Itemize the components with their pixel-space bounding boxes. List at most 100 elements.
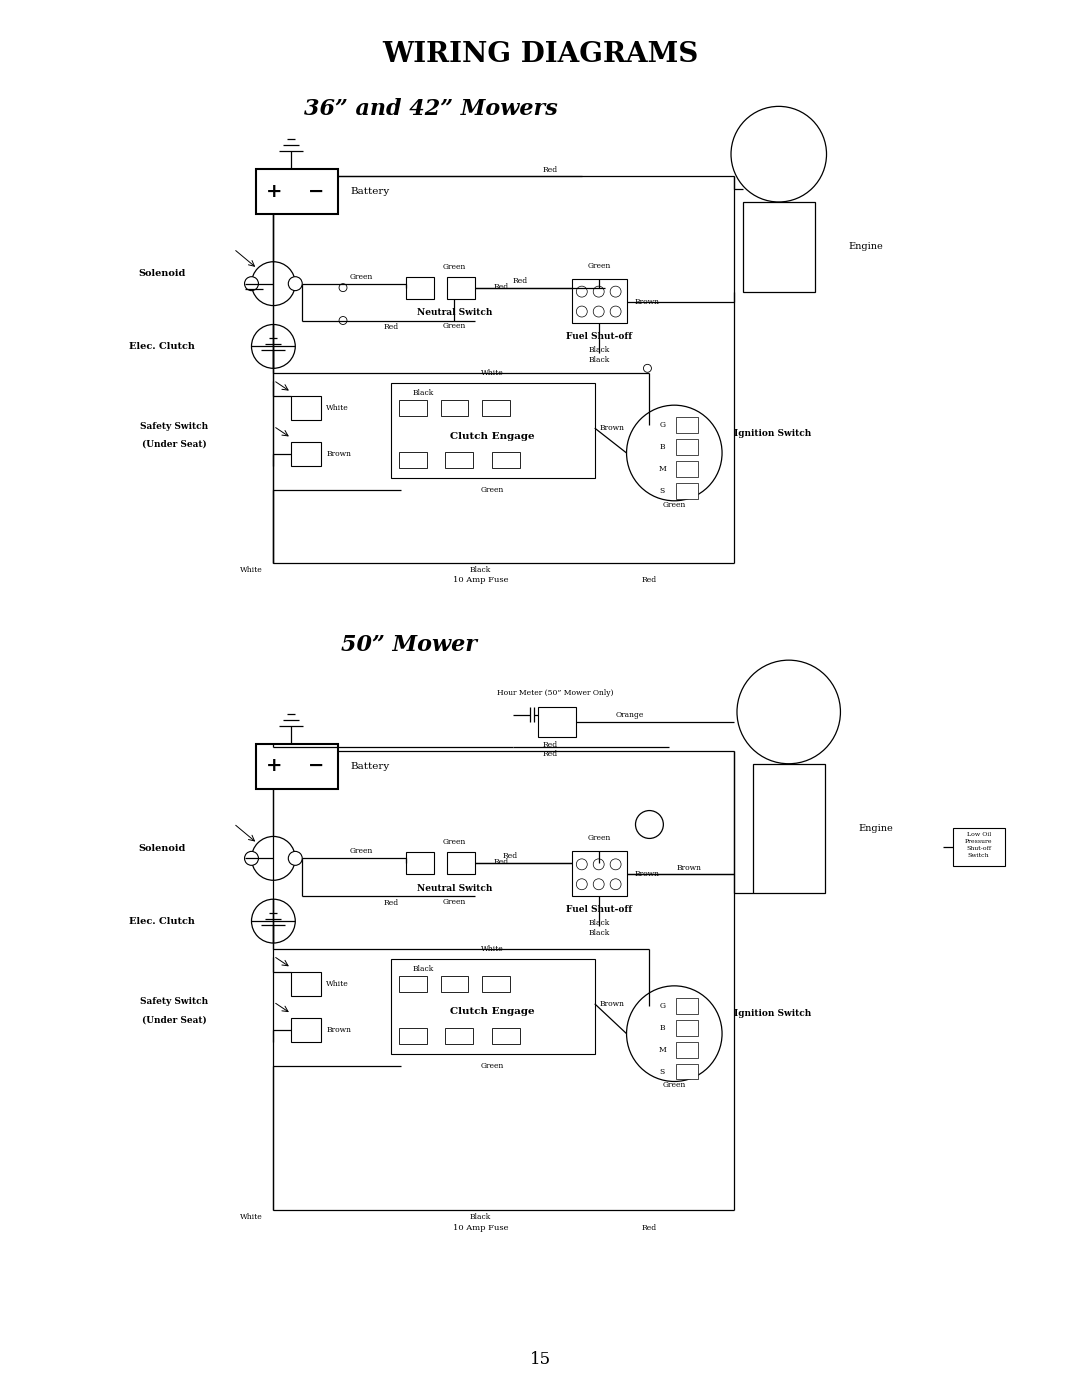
Text: White: White	[482, 944, 504, 953]
Text: G: G	[660, 1002, 665, 1010]
Text: −: −	[308, 183, 324, 201]
Text: Safety Switch: Safety Switch	[139, 422, 208, 430]
Text: +: +	[266, 757, 283, 775]
Text: Black: Black	[413, 965, 434, 972]
Text: Green: Green	[588, 834, 611, 842]
Bar	[447, 277, 475, 299]
Bar	[447, 852, 475, 875]
Text: 50” Mower: 50” Mower	[341, 634, 477, 657]
Circle shape	[593, 286, 604, 298]
Text: B: B	[660, 1024, 665, 1032]
Bar	[399, 1028, 427, 1044]
Text: Green: Green	[443, 263, 467, 271]
Text: Brown: Brown	[635, 298, 660, 306]
Text: (Under Seat): (Under Seat)	[141, 1016, 206, 1024]
Text: White: White	[326, 404, 349, 412]
Text: Elec. Clutch: Elec. Clutch	[129, 916, 194, 926]
Circle shape	[610, 286, 621, 298]
Text: Engine: Engine	[849, 242, 883, 251]
Bar	[483, 977, 510, 992]
Text: S: S	[660, 1067, 665, 1076]
Text: Orange: Orange	[616, 711, 644, 719]
Bar	[483, 400, 510, 416]
Bar	[571, 851, 626, 897]
Text: +: +	[266, 183, 283, 201]
Text: 36” and 42” Mowers: 36” and 42” Mowers	[303, 98, 557, 120]
Text: Switch: Switch	[968, 854, 989, 858]
Text: G: G	[660, 420, 665, 429]
Text: Red: Red	[542, 750, 557, 757]
Bar	[399, 453, 427, 468]
Text: Neutral Switch: Neutral Switch	[417, 309, 492, 317]
Bar	[676, 1042, 698, 1058]
Text: Red: Red	[502, 852, 517, 861]
Bar	[441, 400, 469, 416]
Text: Brown: Brown	[326, 450, 351, 458]
Text: 10 Amp Fuse: 10 Amp Fuse	[453, 1224, 508, 1232]
Circle shape	[635, 810, 663, 838]
Text: Green: Green	[443, 323, 467, 331]
Text: Red: Red	[494, 282, 509, 291]
Circle shape	[244, 851, 258, 865]
Text: Brown: Brown	[677, 865, 702, 872]
Bar	[292, 441, 321, 467]
Text: Red: Red	[383, 900, 399, 907]
Text: Black: Black	[589, 346, 610, 355]
Text: Brown: Brown	[599, 1000, 624, 1007]
Text: Ignition Switch: Ignition Switch	[734, 1009, 811, 1018]
Circle shape	[252, 261, 295, 306]
Circle shape	[339, 284, 347, 292]
Bar	[399, 400, 427, 416]
Text: Green: Green	[349, 272, 373, 281]
Text: Green: Green	[349, 848, 373, 855]
Text: Solenoid: Solenoid	[138, 844, 186, 854]
Bar	[445, 1028, 473, 1044]
Bar	[406, 277, 433, 299]
Text: 10 Amp Fuse: 10 Amp Fuse	[453, 577, 508, 584]
Circle shape	[577, 286, 588, 298]
Text: Green: Green	[443, 898, 467, 907]
Text: Green: Green	[663, 1081, 686, 1090]
Circle shape	[731, 106, 826, 203]
Bar	[676, 418, 698, 433]
Text: Black: Black	[470, 566, 491, 574]
Text: White: White	[482, 369, 504, 377]
Text: Battery: Battery	[350, 761, 389, 771]
Circle shape	[610, 879, 621, 890]
Circle shape	[593, 879, 604, 890]
Text: Clutch Engage: Clutch Engage	[450, 432, 535, 440]
Text: Green: Green	[481, 1062, 504, 1070]
Text: Red: Red	[383, 324, 399, 331]
Text: Red: Red	[642, 577, 657, 584]
Bar	[538, 707, 576, 736]
Text: Black: Black	[589, 929, 610, 937]
Bar	[391, 383, 595, 478]
Circle shape	[577, 306, 588, 317]
Text: (Under Seat): (Under Seat)	[141, 440, 206, 448]
Circle shape	[252, 900, 295, 943]
Text: M: M	[659, 1045, 666, 1053]
Bar	[676, 1020, 698, 1035]
Circle shape	[593, 859, 604, 870]
Text: Fuel Shut-off: Fuel Shut-off	[566, 332, 632, 341]
Circle shape	[288, 277, 302, 291]
Text: Red: Red	[642, 1224, 657, 1232]
Bar	[492, 453, 521, 468]
Bar	[406, 852, 433, 875]
Text: Black: Black	[413, 390, 434, 397]
Circle shape	[626, 405, 723, 500]
Text: B: B	[660, 443, 665, 451]
Bar	[676, 439, 698, 455]
Circle shape	[644, 365, 651, 373]
Bar	[492, 1028, 521, 1044]
Circle shape	[626, 986, 723, 1081]
Text: Fuel Shut-off: Fuel Shut-off	[566, 905, 632, 914]
Text: Shut-off: Shut-off	[967, 847, 991, 851]
Bar	[445, 453, 473, 468]
Text: Clutch Engage: Clutch Engage	[450, 1007, 535, 1016]
Circle shape	[288, 851, 302, 865]
Circle shape	[252, 837, 295, 880]
Circle shape	[737, 661, 840, 764]
Text: Red: Red	[494, 858, 509, 866]
Text: Black: Black	[470, 1213, 491, 1221]
